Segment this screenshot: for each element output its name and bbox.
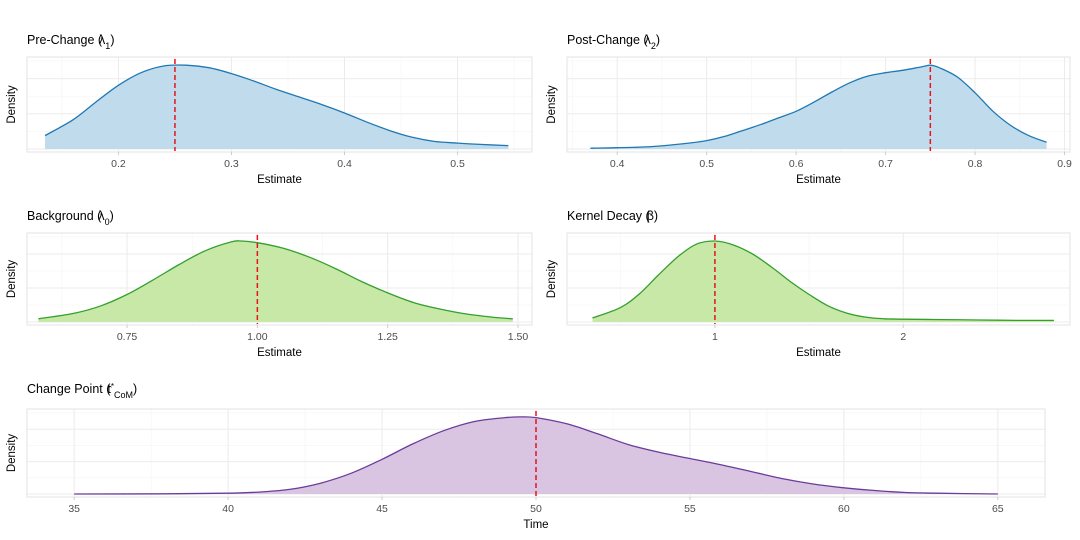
panel-title: Kernel Decay (̂β)	[567, 209, 658, 223]
density-area	[45, 65, 509, 149]
panel-border	[26, 56, 533, 153]
y-axis-label: Density	[6, 85, 18, 124]
x-tick-label: 35	[68, 503, 80, 515]
panel-title: Change Point (̂t*CoM)	[27, 382, 137, 401]
panel-title: Pre-Change (̂λ1)	[27, 33, 114, 51]
density-area	[38, 241, 513, 322]
y-axis-label: Density	[546, 260, 558, 299]
x-tick-label: 2	[900, 331, 906, 343]
x-tick-label: 65	[992, 503, 1004, 515]
x-axis-label: Time	[523, 519, 548, 531]
panel-border	[26, 232, 533, 326]
y-axis-label: Density	[6, 434, 18, 473]
panel-border	[566, 232, 1071, 326]
x-axis-label: Estimate	[257, 174, 302, 186]
density-line	[44, 64, 509, 147]
x-tick-label: 45	[376, 503, 388, 515]
x-tick-label: 0.4	[610, 158, 625, 170]
density-line	[592, 240, 1054, 322]
panel-border	[566, 56, 1071, 153]
x-tick-label: 1.25	[377, 331, 398, 343]
density-line	[590, 64, 1047, 149]
density-line	[38, 240, 513, 320]
x-axis-label: Estimate	[257, 347, 302, 359]
x-tick-label: 0.5	[450, 158, 465, 170]
density-area	[590, 65, 1047, 149]
x-tick-label: 0.8	[968, 158, 983, 170]
x-tick-label: 0.4	[337, 158, 352, 170]
x-tick-label: 0.3	[224, 158, 239, 170]
x-tick-label: 0.2	[111, 158, 126, 170]
panel-changepoint: 35 40 45 50 55 60 65 Time Density Change Point (̂…	[6, 382, 1046, 531]
x-tick-label: 55	[684, 503, 696, 515]
panel-decay: 1 2 Estimate Density Kernel Decay (̂β)	[546, 209, 1071, 359]
panel-title: Background (̂λ0)	[27, 209, 114, 227]
x-tick-label: 40	[222, 503, 234, 515]
x-tick-label: 0.75	[117, 331, 138, 343]
y-axis-label: Density	[546, 85, 558, 124]
x-axis-label: Estimate	[796, 174, 841, 186]
x-tick-label: 0.9	[1057, 158, 1072, 170]
density-area	[592, 241, 1054, 322]
y-axis-label: Density	[6, 260, 18, 299]
x-tick-label: 1.50	[508, 331, 529, 343]
x-tick-label: 1	[712, 331, 718, 343]
x-tick-label: 1.00	[247, 331, 268, 343]
panel-title: Post-Change (̂λ2)	[567, 33, 660, 51]
density-line	[74, 416, 998, 495]
panel-pre: 0.2 0.3 0.4 0.5 Estimate Density Pre-Change (̂…	[6, 33, 533, 186]
x-tick-label: 0.7	[878, 158, 893, 170]
panel-post: 0.4 0.5 0.6 0.7 0.8 0.9 Estimate Density Post-Ch…	[546, 33, 1072, 186]
x-tick-label: 0.6	[789, 158, 804, 170]
x-tick-label: 50	[530, 503, 542, 515]
panel-background: 0.75 1.00 1.25 1.50 Estimate Density Backgroun…	[6, 209, 533, 359]
x-axis-label: Estimate	[796, 347, 841, 359]
x-tick-label: 0.5	[699, 158, 714, 170]
x-tick-label: 60	[838, 503, 850, 515]
